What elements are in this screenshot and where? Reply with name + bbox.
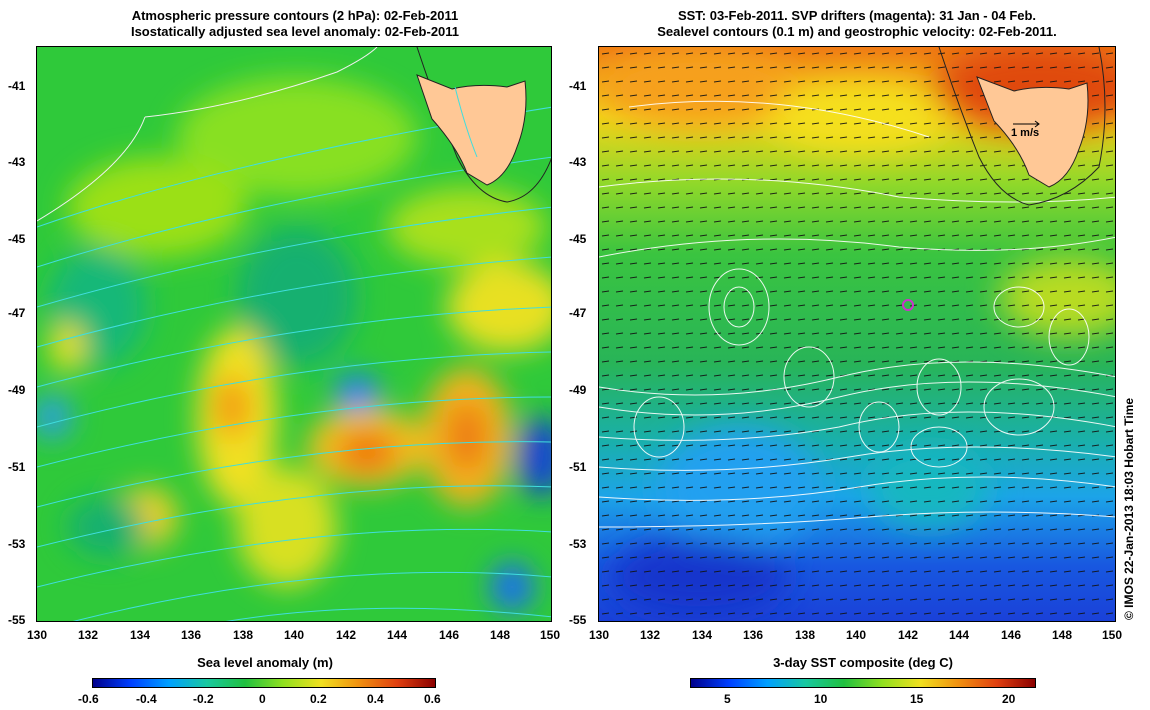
left-lon-tick: 130	[27, 628, 48, 642]
left-colorbar-tick: -0.6	[78, 692, 99, 706]
left-lat-tick: -51	[8, 460, 26, 474]
left-lat-tick: -55	[8, 613, 26, 627]
tasmania-land-right	[938, 47, 1106, 206]
left-colorbar-tick: 0	[259, 692, 266, 706]
left-lon-tick: 150	[540, 628, 561, 642]
sea-level-anomaly-map	[36, 46, 552, 622]
left-lat-tick: -47	[8, 306, 26, 320]
right-lon-tick: 138	[795, 628, 816, 642]
right-colorbar-title: 3-day SST composite (deg C)	[773, 655, 953, 670]
left-lon-tick: 148	[490, 628, 511, 642]
left-colorbar-tick: 0.4	[367, 692, 384, 706]
right-lat-tick: -45	[569, 232, 587, 246]
sea-level-colorbar	[92, 678, 436, 688]
right-lon-tick: 148	[1052, 628, 1073, 642]
right-lat-tick: -41	[569, 79, 587, 93]
sst-graphic	[599, 47, 1115, 621]
left-lat-tick: -49	[8, 383, 26, 397]
right-lon-tick: 132	[640, 628, 661, 642]
left-lat-tick: -41	[8, 79, 26, 93]
left-lon-tick: 138	[233, 628, 254, 642]
left-colorbar-tick: 0.6	[424, 692, 441, 706]
right-title-line2: Sealevel contours (0.1 m) and geostrophi…	[657, 24, 1057, 39]
right-lon-tick: 134	[692, 628, 713, 642]
right-colorbar-tick: 5	[724, 692, 731, 706]
credit-text: © IMOS 22-Jan-2013 18:03 Hobart Time	[1122, 397, 1136, 620]
left-lat-tick: -53	[8, 537, 26, 551]
sst-colorbar	[690, 678, 1036, 688]
right-lat-tick: -49	[569, 383, 587, 397]
right-lon-tick: 130	[589, 628, 610, 642]
left-title: Atmospheric pressure contours (2 hPa): 0…	[36, 8, 554, 40]
right-lon-tick: 136	[743, 628, 764, 642]
velocity-scale-label: 1 m/s	[1011, 127, 1040, 139]
right-lon-tick: 150	[1102, 628, 1123, 642]
left-lat-tick: -45	[8, 232, 26, 246]
velocity-scale	[1013, 120, 1040, 128]
right-title: SST: 03-Feb-2011. SVP drifters (magenta)…	[598, 8, 1116, 40]
sst-map: 1 m/s	[598, 46, 1116, 622]
svp-drifter-marker	[902, 299, 914, 311]
right-lat-tick: -43	[569, 155, 587, 169]
left-lon-tick: 142	[336, 628, 357, 642]
right-lat-tick: -47	[569, 306, 587, 320]
right-lat-tick: -51	[569, 460, 587, 474]
left-colorbar-tick: -0.2	[193, 692, 214, 706]
right-lon-tick: 142	[898, 628, 919, 642]
left-lat-tick: -43	[8, 155, 26, 169]
right-lon-tick: 144	[949, 628, 970, 642]
right-title-line1: SST: 03-Feb-2011. SVP drifters (magenta)…	[677, 8, 1037, 23]
left-colorbar-tick: -0.4	[136, 692, 157, 706]
left-lon-tick: 144	[387, 628, 408, 642]
left-title-line1: Atmospheric pressure contours (2 hPa): 0…	[131, 8, 459, 23]
sea-level-anomaly-graphic	[37, 47, 551, 621]
tasmania-land	[416, 47, 551, 203]
right-lon-tick: 146	[1001, 628, 1022, 642]
left-lon-tick: 136	[181, 628, 202, 642]
right-colorbar-tick: 20	[1002, 692, 1016, 706]
right-colorbar-tick: 10	[814, 692, 828, 706]
left-colorbar-tick: 0.2	[310, 692, 327, 706]
left-lon-tick: 132	[78, 628, 99, 642]
left-lon-tick: 140	[284, 628, 305, 642]
left-lon-tick: 146	[439, 628, 460, 642]
left-lon-tick: 134	[130, 628, 151, 642]
right-lat-tick: -55	[569, 613, 587, 627]
left-colorbar-title: Sea level anomaly (m)	[197, 655, 333, 670]
right-lat-tick: -53	[569, 537, 587, 551]
left-title-line2: Isostatically adjusted sea level anomaly…	[130, 24, 460, 39]
right-colorbar-tick: 15	[910, 692, 924, 706]
right-lon-tick: 140	[846, 628, 867, 642]
